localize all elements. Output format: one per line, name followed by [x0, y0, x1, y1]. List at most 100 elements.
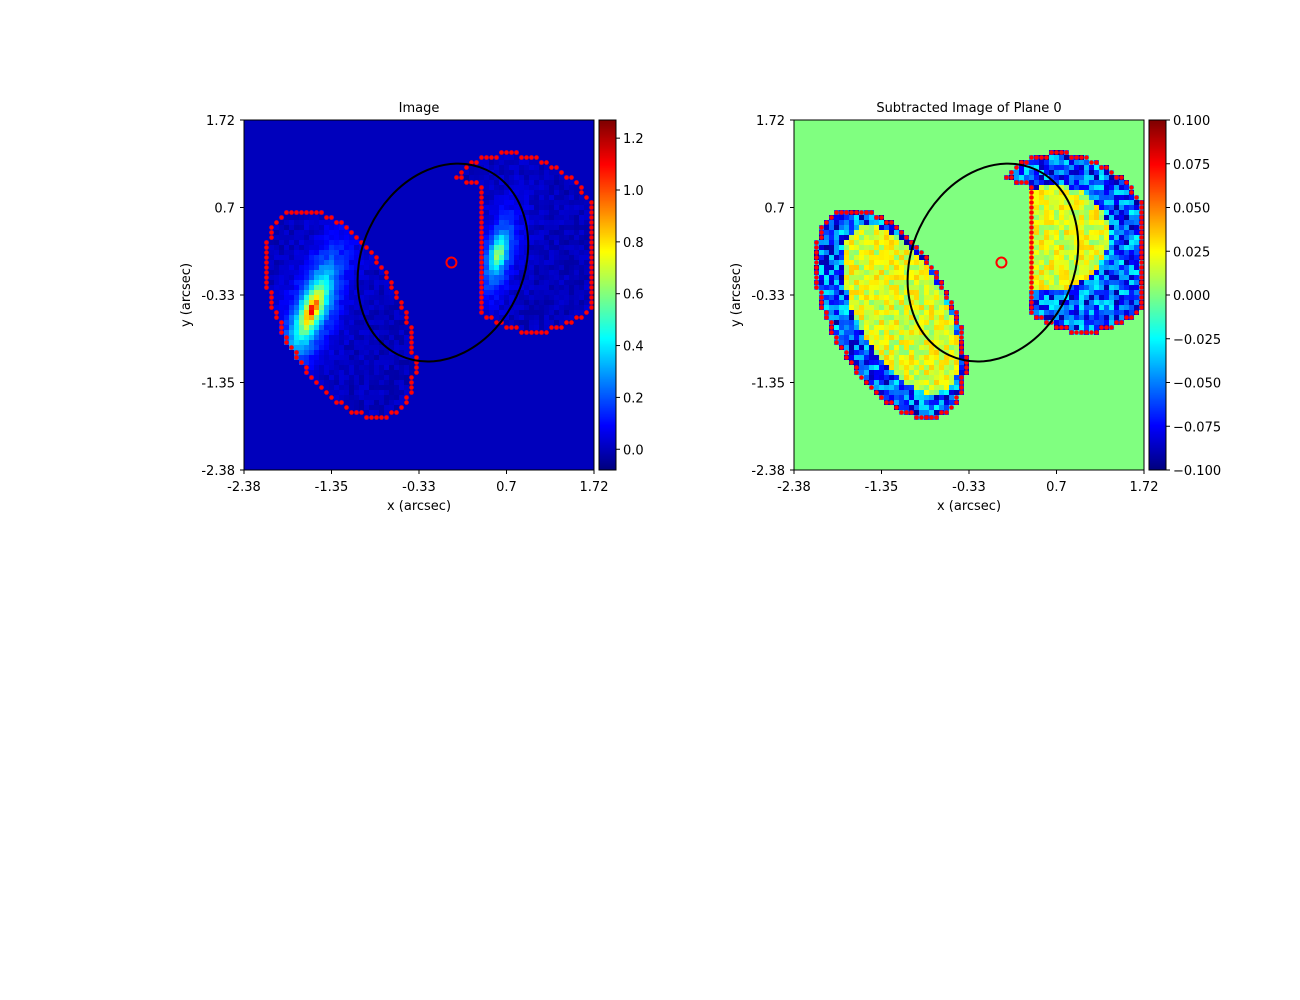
mask-border-point	[844, 210, 849, 215]
mask-border-point	[834, 210, 839, 215]
mask-border-point	[924, 255, 929, 260]
panel-2-xtick-label: 1.72	[1130, 480, 1159, 495]
mask-border-point	[1029, 300, 1034, 305]
mask-border-point	[544, 330, 549, 335]
mask-border-point	[399, 305, 404, 310]
mask-border-point	[559, 170, 564, 175]
mask-border-point	[894, 405, 899, 410]
panel-2-ytick-label: -1.35	[751, 377, 785, 392]
mask-border-point	[474, 180, 479, 185]
mask-border-point	[289, 345, 294, 350]
colorbar-tick-label: 1.2	[623, 132, 644, 147]
mask-border-point	[1124, 180, 1129, 185]
mask-border-point	[824, 220, 829, 225]
mask-border-point	[1029, 285, 1034, 290]
panel-1-yticks: 1.72 0.7 -0.33 -1.35 -2.38	[201, 114, 244, 479]
panel-1-ytick-label: 1.72	[206, 114, 235, 129]
mask-border-point	[959, 345, 964, 350]
panel-1-colorbar: 0.0 0.2 0.4 0.6 0.8 1.0 1.2	[598, 119, 644, 471]
mask-border-point	[274, 310, 279, 315]
panel-2-xtick-label: -0.33	[952, 480, 986, 495]
mask-border-point	[1139, 285, 1144, 290]
mask-border-point	[589, 210, 594, 215]
mask-border-point	[934, 270, 939, 275]
mask-border-point	[879, 395, 884, 400]
mask-border-point	[269, 230, 274, 235]
mask-border-point	[919, 415, 924, 420]
mask-border-point	[409, 375, 414, 380]
mask-border-point	[1039, 315, 1044, 320]
mask-border-point	[279, 325, 284, 330]
colorbar-tick-label: 0.6	[623, 288, 644, 303]
panel-1-ytick-label: -2.38	[201, 464, 235, 479]
mask-border-point	[264, 260, 269, 265]
mask-border-point	[589, 275, 594, 280]
mask-border-point	[489, 315, 494, 320]
mask-border-point	[284, 340, 289, 345]
mask-border-point	[959, 325, 964, 330]
mask-border-point	[364, 245, 369, 250]
mask-border-point	[529, 155, 534, 160]
mask-border-point	[589, 285, 594, 290]
mask-border-point	[354, 235, 359, 240]
mask-border-point	[264, 265, 269, 270]
mask-border-point	[589, 215, 594, 220]
mask-border-point	[854, 370, 859, 375]
mask-border-point	[264, 255, 269, 260]
mask-border-point	[479, 300, 484, 305]
mask-border-point	[869, 385, 874, 390]
mask-border-point	[1014, 165, 1019, 170]
mask-border-point	[939, 280, 944, 285]
panel-2-heatmap	[794, 120, 1144, 470]
mask-border-point	[574, 315, 579, 320]
mask-border-point	[1069, 155, 1074, 160]
colorbar-tick-label: 0.025	[1173, 245, 1210, 260]
mask-border-point	[1024, 160, 1029, 165]
mask-border-point	[304, 370, 309, 375]
mask-border-point	[1059, 325, 1064, 330]
mask-border-point	[299, 210, 304, 215]
mask-border-point	[264, 250, 269, 255]
mask-border-point	[814, 245, 819, 250]
panel-1-title: Image	[399, 101, 440, 116]
mask-border-point	[494, 155, 499, 160]
mask-border-point	[849, 360, 854, 365]
mask-border-point	[1004, 175, 1009, 180]
mask-border-point	[274, 315, 279, 320]
mask-border-point	[309, 375, 314, 380]
mask-border-point	[914, 415, 919, 420]
mask-border-point	[414, 355, 419, 360]
mask-border-point	[1119, 320, 1124, 325]
mask-border-point	[359, 410, 364, 415]
mask-border-point	[569, 320, 574, 325]
colorbar-tick-label: −0.075	[1173, 420, 1221, 435]
mask-border-point	[1029, 295, 1034, 300]
mask-border-point	[929, 265, 934, 270]
mask-border-point	[1139, 305, 1144, 310]
mask-border-point	[1104, 165, 1109, 170]
colorbar-tick-label: 0.0	[623, 443, 644, 458]
mask-border-point	[479, 205, 484, 210]
panel-1-xtick-label: -2.38	[227, 480, 261, 495]
mask-border-point	[1029, 290, 1034, 295]
mask-border-point	[589, 265, 594, 270]
mask-border-point	[1079, 330, 1084, 335]
mask-border-point	[299, 360, 304, 365]
mask-border-point	[1029, 280, 1034, 285]
mask-border-point	[524, 330, 529, 335]
mask-border-point	[409, 325, 414, 330]
mask-border-point	[814, 250, 819, 255]
mask-border-point	[579, 190, 584, 195]
mask-border-point	[1139, 225, 1144, 230]
mask-border-point	[959, 335, 964, 340]
mask-border-point	[1139, 205, 1144, 210]
mask-border-point	[339, 220, 344, 225]
mask-border-point	[589, 250, 594, 255]
mask-border-point	[479, 215, 484, 220]
mask-border-point	[589, 305, 594, 310]
mask-border-point	[264, 245, 269, 250]
mask-border-point	[479, 285, 484, 290]
mask-border-point	[264, 280, 269, 285]
mask-border-point	[469, 180, 474, 185]
mask-border-point	[269, 235, 274, 240]
